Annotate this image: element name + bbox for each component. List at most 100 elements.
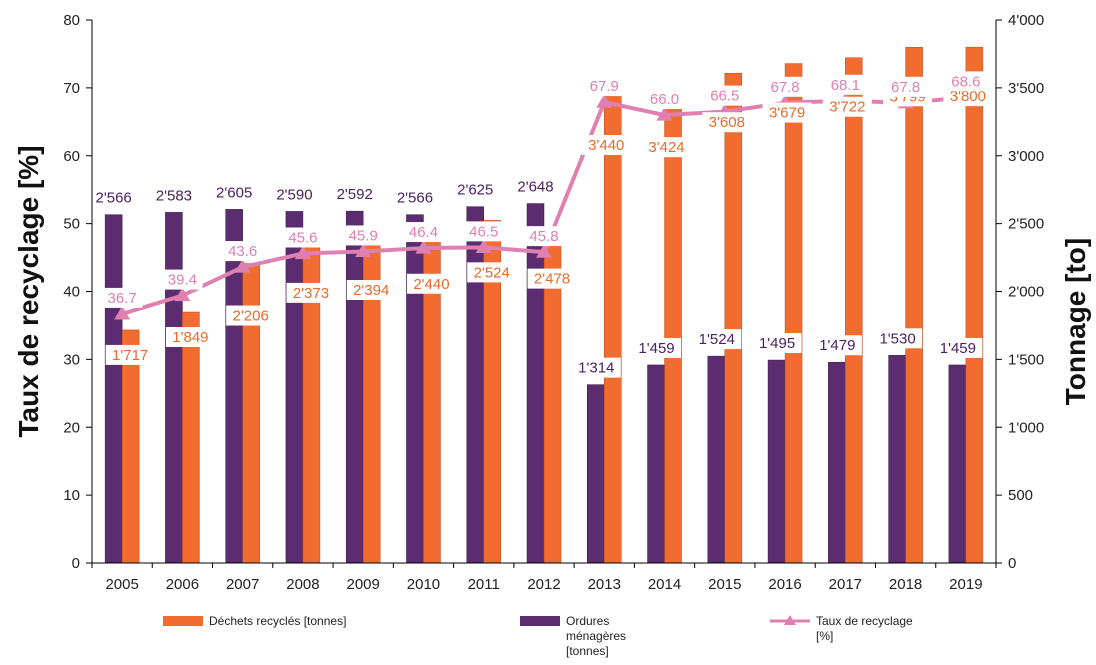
label-taux: 68.6 (951, 73, 980, 90)
label-dechets: 3'722 (829, 99, 865, 116)
label-dechets: 2'478 (534, 271, 570, 288)
label-taux: 45.8 (529, 228, 558, 245)
label-taux-group: 68.1 (825, 74, 866, 95)
label-taux-bg (343, 225, 384, 246)
y-left-tick-label: 20 (63, 419, 80, 436)
y-left-tick-label: 40 (63, 284, 80, 301)
label-taux: 46.4 (409, 224, 438, 241)
label-dechets-bg (346, 280, 396, 301)
label-taux-bg (945, 71, 987, 92)
bar-dechets-2019 (965, 46, 984, 564)
label-dechets-group: 1'849 (165, 326, 215, 347)
bar-dechets-2016 (784, 63, 803, 564)
label-dechets-group: 1'717 (105, 344, 155, 365)
label-ordures: 1'459 (638, 340, 674, 357)
y-left-tick-label: 50 (63, 216, 80, 233)
label-taux-group: 39.4 (162, 269, 203, 290)
rate-marker-2005 (114, 305, 131, 320)
label-ordures-group: 1'530 (873, 328, 923, 349)
y-right-tick-label: 500 (1008, 487, 1033, 504)
bar-ordures-2006 (165, 212, 183, 564)
label-ordures: 1'530 (879, 330, 915, 347)
rate-marker-2013 (596, 94, 613, 108)
label-ordures-bg (89, 187, 139, 208)
label-taux-bg (644, 89, 685, 110)
y-right-tick-label: 1'500 (1008, 351, 1044, 368)
label-ordures-group: 2'625 (450, 179, 500, 200)
legend-label: [%] (816, 629, 833, 643)
label-dechets-group: 2'440 (406, 273, 456, 294)
label-dechets-bg (226, 305, 276, 326)
x-tick-label: 2010 (407, 576, 440, 593)
label-ordures-bg (330, 184, 380, 205)
x-tick-label: 2006 (166, 576, 199, 593)
label-dechets-group: 2'373 (286, 282, 336, 303)
label-ordures-group: 1'495 (752, 333, 802, 354)
bar-ordures-2019 (948, 364, 967, 564)
label-ordures-bg (390, 187, 440, 208)
label-taux-group: 45.8 (523, 226, 565, 247)
axes-group: 0 10 20 30 40 50 60 70 80 0 500 1'000 1'500 2'000 2'50… (13, 12, 1091, 593)
label-dechets-group: 3'440 (581, 135, 631, 156)
label-taux-bg (463, 221, 504, 242)
label-taux-bg (764, 76, 806, 97)
label-taux-group: 68.6 (945, 71, 987, 92)
x-tick-label: 2012 (527, 576, 560, 593)
label-ordures: 1'495 (759, 335, 795, 352)
label-taux: 43.6 (228, 243, 257, 260)
legend-marker-taux (784, 615, 796, 625)
label-taux: 68.1 (831, 77, 860, 94)
label-dechets: 2'394 (353, 282, 389, 299)
bar-ordures-2007 (225, 209, 243, 564)
label-dechets: 1'849 (172, 329, 208, 346)
label-ordures: 2'590 (276, 186, 312, 203)
label-taux-bg (885, 76, 926, 97)
x-tick-label: 2015 (708, 576, 741, 593)
bar-dechets-2017 (845, 57, 863, 564)
x-tick-label: 2011 (468, 576, 500, 593)
label-dechets: 3'800 (950, 88, 986, 105)
label-dechets: 3'424 (648, 139, 684, 156)
y-right-axis-title: Tonnage [to] (1060, 238, 1091, 405)
label-dechets-group: 3'722 (822, 96, 872, 117)
label-dechets-bg (406, 273, 456, 294)
legend-swatch-ordures (520, 616, 560, 626)
label-ordures-group: 2'566 (89, 187, 139, 208)
x-tick-label: 2008 (286, 576, 319, 593)
label-ordures-group: 1'459 (933, 337, 983, 358)
legend-swatch-dechets (163, 616, 203, 626)
label-ordures-bg (873, 328, 923, 349)
bar-ordures-2005 (104, 214, 123, 564)
label-dechets: 1'717 (112, 347, 148, 364)
y-left-tick-label: 30 (63, 351, 80, 368)
label-taux-group: 66.5 (704, 85, 745, 106)
legend-label: [tonnes] (566, 644, 609, 658)
label-taux: 45.9 (349, 227, 378, 244)
label-ordures: 1'459 (940, 340, 976, 357)
label-dechets-group: 3'679 (762, 102, 812, 123)
y-left-tick-label: 70 (63, 80, 80, 97)
label-ordures-group: 2'592 (330, 184, 380, 205)
label-ordures: 1'314 (578, 360, 614, 377)
label-ordures-bg (571, 357, 621, 378)
label-taux-group: 45.9 (343, 225, 384, 246)
label-taux-group: 45.6 (282, 227, 324, 248)
label-dechets-group: 2'394 (346, 280, 396, 301)
data-labels-group: 2'566 2'583 2'605 2'590 2'592 2'566 2'625 2'648… (89, 71, 993, 378)
label-dechets-group: 3'424 (642, 137, 692, 158)
label-ordures-group: 1'459 (632, 337, 682, 358)
label-dechets: 2'373 (293, 285, 329, 302)
label-taux: 36.7 (108, 290, 137, 307)
label-dechets: 3'679 (769, 105, 805, 122)
y-right-tick-label: 1'000 (1008, 419, 1044, 436)
label-dechets: 3'440 (588, 137, 624, 154)
label-dechets: 2'524 (474, 264, 510, 281)
label-taux-bg (222, 241, 263, 262)
y-right-tick-label: 2'000 (1008, 284, 1044, 301)
label-taux: 45.6 (288, 229, 317, 246)
label-taux-group: 46.4 (403, 222, 444, 243)
label-ordures-group: 1'524 (692, 329, 742, 350)
bar-ordures-2010 (406, 214, 424, 564)
bars-group (104, 46, 984, 564)
